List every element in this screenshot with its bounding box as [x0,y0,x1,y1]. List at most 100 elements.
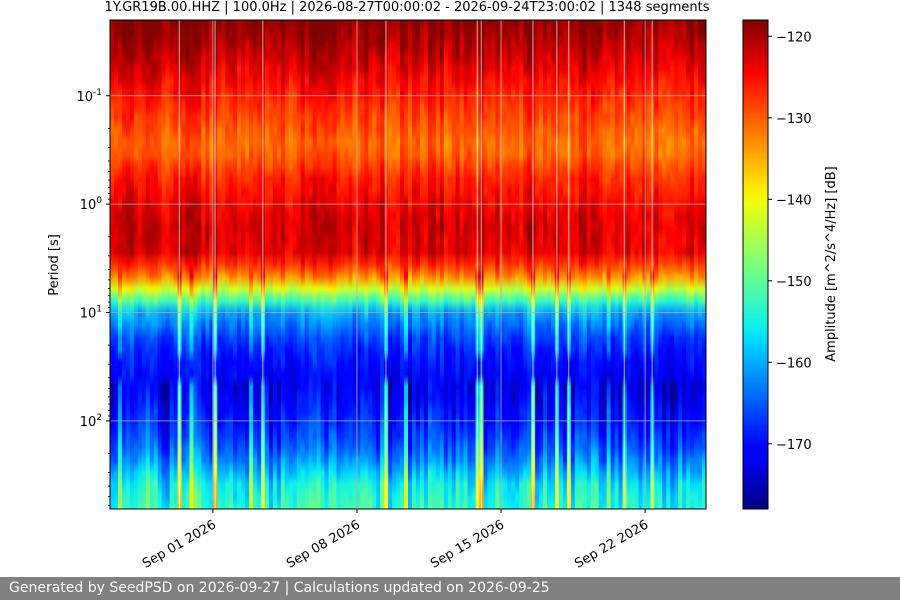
heatmap-cell-strip [253,20,258,509]
colorbar-label: Amplitude [m^2/s^4/Hz] [dB] [824,166,839,361]
heatmap-column [332,20,338,509]
heatmap-column [678,20,683,509]
heatmap-cell-strip [523,20,528,509]
heatmap-cell-strip [690,20,695,509]
heatmap-cell-strip [527,20,532,509]
heatmap-column [404,20,409,509]
heatmap-column [197,20,202,509]
heatmap-column [455,20,461,509]
heatmap-column [674,20,679,509]
heatmap-cell-strip [201,20,206,509]
heatmap-column [487,20,493,509]
heatmap-column [360,20,365,509]
heatmap-cell-strip [630,20,636,509]
heatmap-column [157,20,163,509]
heatmap-cell-strip [439,20,445,509]
heatmap-column [384,20,389,509]
heatmap-cell-strip [694,20,699,509]
heatmap-cell-strip [113,20,119,509]
heatmap-column [185,20,191,509]
data-gap-line [214,20,216,509]
heatmap-cell-strip [292,20,298,509]
heatmap-cell-strip [614,20,620,509]
heatmap-column [233,20,238,509]
heatmap-cell-strip [431,20,437,509]
heatmap-cell-strip [149,20,155,509]
heatmap-column [336,20,342,509]
y-axis: 10-1 100 101 102 [76,88,110,506]
heatmap-cell-strip [129,20,135,509]
heatmap-cell-strip [698,20,703,509]
heatmap-cell-strip [562,20,568,509]
data-gap-line [476,20,478,509]
heatmap-cell-strip [443,20,449,509]
colorbar-tick-label: −170 [776,438,812,453]
heatmap-cell-strip [551,20,556,509]
heatmap-column [586,20,592,509]
heatmap-column [149,20,155,509]
heatmap-cell-strip [411,20,417,509]
heatmap-cell-strip [133,20,139,509]
heatmap-column [161,20,167,509]
heatmap-column [690,20,695,509]
heatmap-column [451,20,457,509]
colorbar-tick-label: −130 [776,112,812,127]
heatmap-column [539,20,544,509]
heatmap-column [547,20,552,509]
heatmap-cell-strip [372,20,377,509]
heatmap-column [110,20,115,509]
heatmap-cell-strip [364,20,369,509]
heatmap-cell-strip [602,20,608,509]
heatmap-column [475,20,481,509]
heatmap-cell-strip [233,20,238,509]
heatmap-cell-strip [558,20,564,509]
heatmap-column [229,20,234,509]
heatmap-column [125,20,131,509]
heatmap-cell-strip [280,20,286,509]
heatmap-cell-strip [328,20,334,509]
heatmap-column [471,20,477,509]
colorbar-ticks: −120 −130 −140 −150 −160 −170 [768,30,812,453]
heatmap-cell-strip [110,20,115,509]
heatmap-cell-strip [145,20,151,509]
heatmap-cell-strip [296,20,302,509]
heatmap-column [626,20,632,509]
y-tick-label: 101 [80,305,102,322]
heatmap-cell-strip [427,20,433,509]
heatmap-column [129,20,135,509]
heatmap-column [443,20,449,509]
heatmap-column [630,20,636,509]
heatmap-column [392,20,397,509]
heatmap-cell-strip [268,20,274,509]
heatmap-column [368,20,373,509]
heatmap-cell-strip [173,20,179,509]
heatmap-column [570,20,576,509]
heatmap-cell-strip [288,20,294,509]
heatmap-column [312,20,318,509]
heatmap-cell-strip [582,20,588,509]
colorbar-label-text: Amplitude [m^2/s^4/Hz] [dB] [824,166,839,361]
heatmap-column [316,20,322,509]
heatmap-cell-strip [678,20,683,509]
y-tick-label: 102 [80,413,102,430]
heatmap-cell-strip [380,20,385,509]
heatmap-cell-strip [519,20,524,509]
heatmap-column [483,20,489,509]
heatmap-column [388,20,393,509]
heatmap-column [364,20,369,509]
colorbar-tick-label: −150 [776,275,812,290]
heatmap-column [400,20,405,509]
heatmap-cell-strip [543,20,548,509]
heatmap-cell-strip [197,20,202,509]
heatmap-column [491,20,497,509]
heatmap-cell-strip [348,20,353,509]
heatmap-cell-strip [304,20,310,509]
y-tick-label: 100 [80,196,103,213]
heatmap-column [694,20,699,509]
heatmap-column [380,20,385,509]
heatmap-column [507,20,512,509]
y-axis-label: Period [s] [47,234,62,296]
heatmap-cell-strip [423,20,429,509]
heatmap-column [328,20,334,509]
heatmap-cell-strip [225,20,230,509]
